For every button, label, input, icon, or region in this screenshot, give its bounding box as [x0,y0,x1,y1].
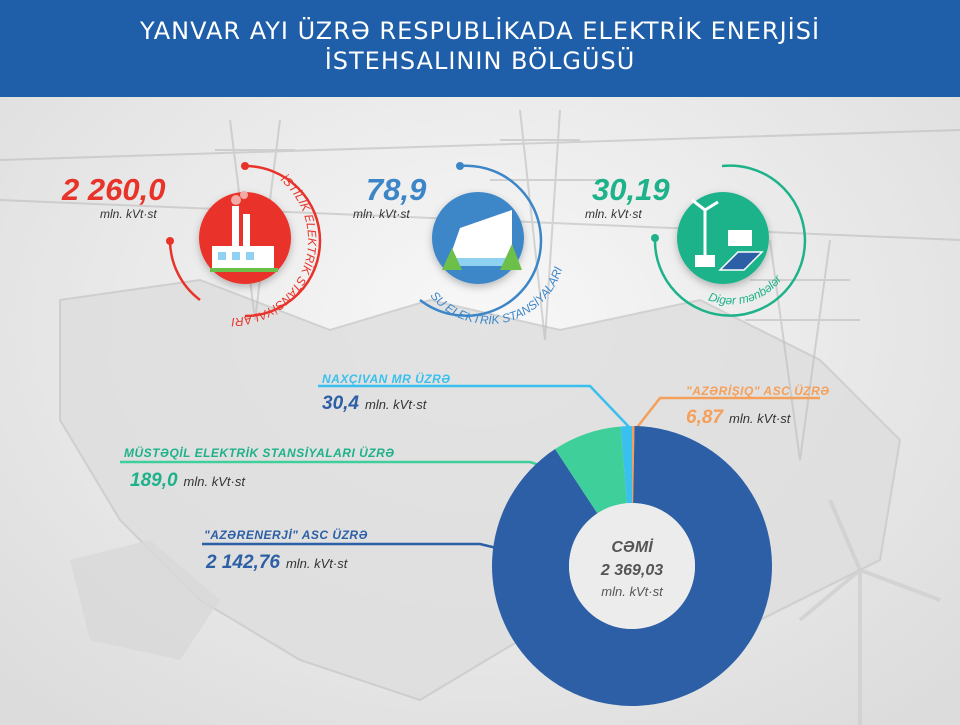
naxcivan-value: 30,4 [322,393,359,414]
slice-naxcivan [620,426,632,504]
hydro-unit: mln. kVt·st [353,207,410,221]
header-banner: YANVAR AYI ÜZRƏ RESPUBLİKADA ELEKTRİK EN… [0,0,960,97]
other-source-group: Digər mənbələr [651,164,807,317]
donut-hole [569,503,695,629]
azerenerji-label: "AZƏRENERJİ" ASC ÜZRƏ [204,528,369,542]
musteqil-unit: mln. kVt·st [183,474,245,489]
thermal-unit: mln. kVt·st [100,207,157,221]
total-label: CƏMİ [611,538,654,556]
leader-line-naxcivan [318,384,631,429]
naxcivan-label: NAXÇIVAN MR ÜZRƏ [322,372,451,386]
hydro-value: 78,9 [366,172,427,207]
azerenerji-value: 2 142,76 [206,552,280,573]
other-value: 30,19 [592,172,670,207]
azerishiq-label: "AZƏRİŞIQ" ASC ÜZRƏ [686,384,830,398]
thermal-power-plant-icon [199,191,291,284]
donut-slices [492,426,773,706]
slice-azerishiq [632,426,635,504]
hydro-power-dam-icon [432,192,524,284]
slice-musteqil [555,426,627,514]
page-title-line2: İSTEHSALININ BÖLGÜSÜ [324,47,636,75]
azerishiq-value: 6,87 [686,407,723,428]
thermal-value: 2 260,0 [62,172,166,207]
page-title-line1: YANVAR AYI ÜZRƏ RESPUBLİKADA ELEKTRİK EN… [139,17,821,45]
naxcivan-unit: mln. kVt·st [364,397,427,412]
slice-azerenerji [492,426,773,706]
azerishiq-unit: mln. kVt·st [728,411,791,426]
azerenerji-unit: mln. kVt·st [285,556,348,571]
azerenerji-value-row: 2 142,76 mln. kVt·st [206,552,347,574]
azerishiq-value-row: 6,87 mln. kVt·st [686,407,790,429]
leader-line-azerenerji [202,542,506,552]
leader-line-azerishiq [634,396,820,431]
other-unit: mln. kVt·st [585,207,642,221]
total-value: 2 369,03 [600,562,663,579]
total-unit: mln. kVt·st [601,584,664,599]
musteqil-value: 189,0 [130,470,178,491]
naxcivan-value-row: 30,4 mln. kVt·st [322,393,426,415]
musteqil-label: MÜSTƏQİL ELEKTRİK STANSİYALARI ÜZRƏ [124,446,395,460]
musteqil-value-row: 189,0 mln. kVt·st [130,470,245,492]
renewable-energy-icon [677,192,769,284]
